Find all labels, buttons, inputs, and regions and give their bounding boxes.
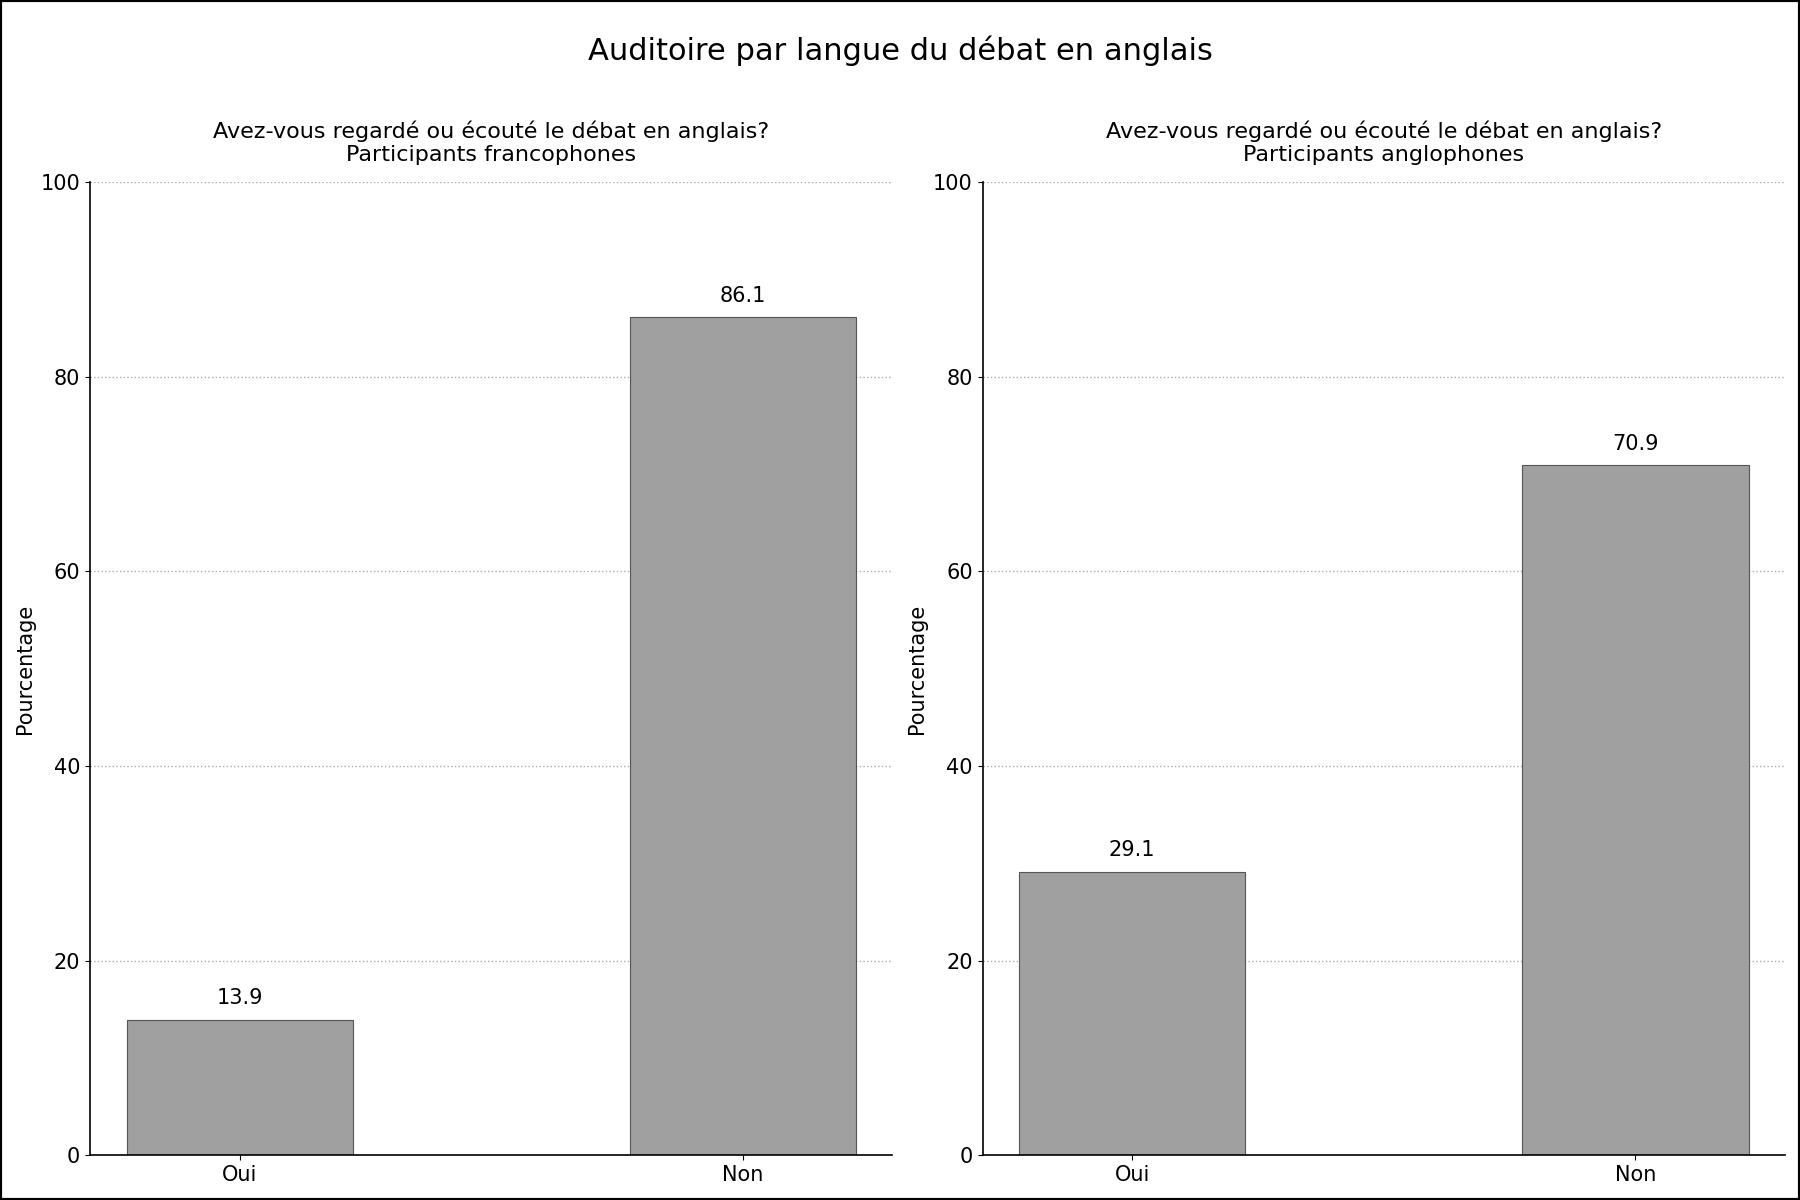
Text: 70.9: 70.9 — [1613, 433, 1658, 454]
Y-axis label: Pourcentage: Pourcentage — [907, 604, 927, 733]
Title: Avez-vous regardé ou écouté le débat en anglais?
Participants francophones: Avez-vous regardé ou écouté le débat en … — [212, 120, 769, 166]
Text: 86.1: 86.1 — [720, 286, 767, 306]
Text: Auditoire par langue du débat en anglais: Auditoire par langue du débat en anglais — [587, 36, 1213, 66]
Text: 29.1: 29.1 — [1109, 840, 1156, 860]
Bar — [630, 317, 857, 1156]
Title: Avez-vous regardé ou écouté le débat en anglais?
Participants anglophones: Avez-vous regardé ou écouté le débat en … — [1105, 120, 1661, 166]
Bar — [126, 1020, 353, 1156]
Bar — [1019, 872, 1246, 1156]
Y-axis label: Pourcentage: Pourcentage — [14, 604, 34, 733]
Bar — [1523, 466, 1748, 1156]
Text: 13.9: 13.9 — [216, 989, 263, 1008]
